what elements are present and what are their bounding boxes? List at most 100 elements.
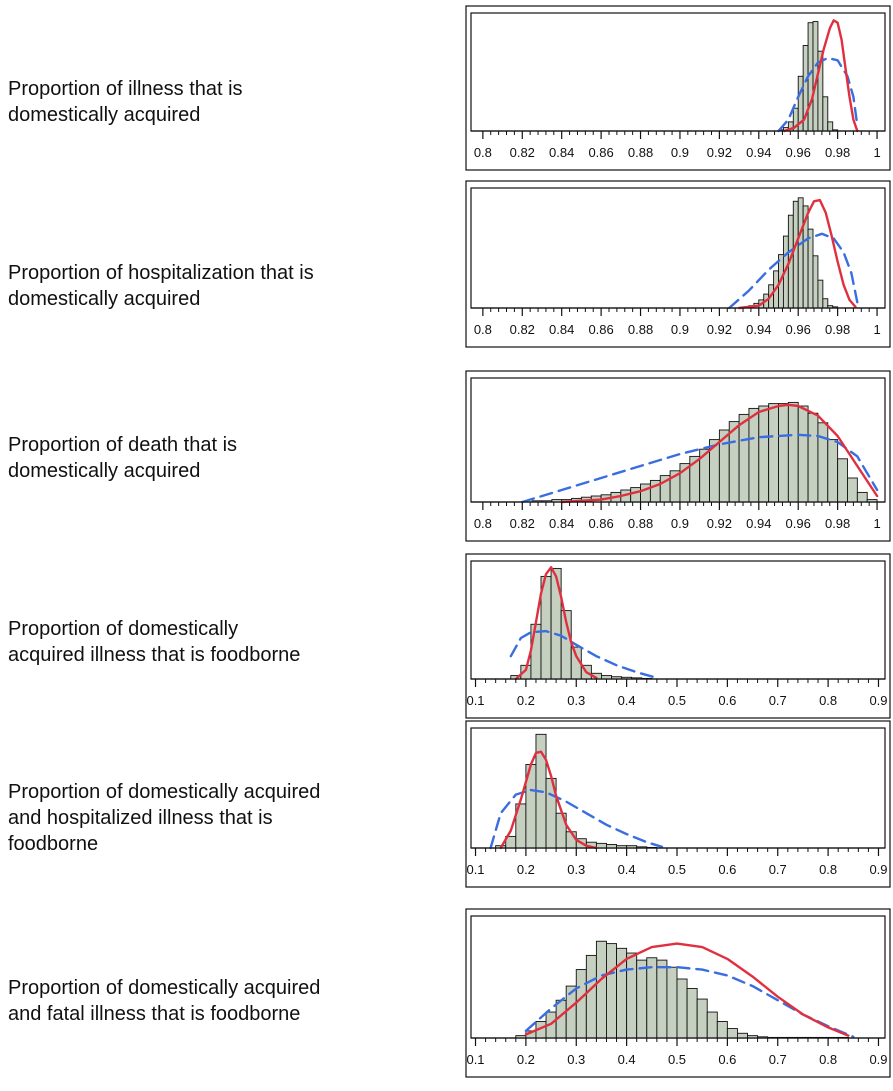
histogram-bar <box>726 1028 738 1039</box>
chart-label-line: domestically acquired <box>8 460 201 482</box>
tick-label: 0.92 <box>707 145 732 160</box>
histogram-bar <box>640 483 651 503</box>
histogram-bar <box>817 422 829 503</box>
histogram-chart-4: 0.1 0.2 0.3 0.4 0.5 0.6 0.7 0.8 0.9 <box>465 553 891 719</box>
tick-label: 0.82 <box>510 516 535 531</box>
tick-label: 0.4 <box>618 862 636 877</box>
tick-label: 0.86 <box>588 516 613 531</box>
tick-label: 0.4 <box>618 1052 636 1067</box>
tick-label: 1 <box>873 322 880 337</box>
tick-label: 0.82 <box>510 145 535 160</box>
tick-label: 0.5 <box>668 1052 686 1067</box>
histogram-bar <box>706 1011 718 1039</box>
tick-label: 0.82 <box>510 322 535 337</box>
tick-label: 0.6 <box>718 693 736 708</box>
tick-label: 0.8 <box>819 693 837 708</box>
histogram-bar <box>630 487 641 503</box>
tick-label: 0.88 <box>628 145 653 160</box>
histogram-bar <box>856 491 868 503</box>
histogram-bar <box>736 1032 748 1039</box>
tick-label: 0.8 <box>819 862 837 877</box>
tick-label: 0.3 <box>567 693 585 708</box>
tick-label: 0.3 <box>567 1052 585 1067</box>
histogram-bar <box>827 121 834 132</box>
histogram-bar <box>595 940 607 1039</box>
chart-row-2: Proportion of hospitalization that is do… <box>0 180 893 360</box>
histogram-bar <box>626 952 638 1039</box>
histogram-bar <box>738 413 750 503</box>
histogram-bar <box>822 96 829 132</box>
chart-label-line: acquired illness that is foodborne <box>8 644 301 666</box>
tick-label: 0.9 <box>671 516 689 531</box>
chart-label-line: Proportion of domestically acquired <box>8 781 321 803</box>
tick-label: 0.2 <box>517 862 535 877</box>
histogram-bar <box>778 403 789 503</box>
tick-label: 0.7 <box>769 862 787 877</box>
tick-label: 0.5 <box>668 693 686 708</box>
dashed-distribution-curve <box>509 629 659 680</box>
histogram-bar <box>807 228 814 309</box>
chart-label-6: Proportion of domestically acquired and … <box>8 975 428 1027</box>
tick-label: 0.96 <box>786 516 811 531</box>
histogram-bar <box>666 966 678 1039</box>
tick-label: 0.9 <box>671 322 689 337</box>
tick-label: 0.6 <box>718 862 736 877</box>
chart-label-2: Proportion of hospitalization that is do… <box>8 260 428 312</box>
histogram-bar <box>797 197 804 309</box>
histogram-bar <box>748 407 760 503</box>
dashed-distribution-curve <box>777 56 859 133</box>
chart-label-line: Proportion of domestically <box>8 618 239 640</box>
tick-label: 0.96 <box>786 145 811 160</box>
chart-label-line: Proportion of illness that is <box>8 78 243 100</box>
tick-label: 1 <box>873 145 880 160</box>
tick-label: 0.84 <box>549 516 574 531</box>
chart-label-line: Proportion of hospitalization that is <box>8 262 314 284</box>
chart-label-line: foodborne <box>8 833 99 855</box>
histogram-bar <box>817 279 824 309</box>
fitted-distribution-curve <box>524 942 850 1037</box>
tick-label: 0.1 <box>466 693 484 708</box>
histogram-bar <box>792 200 799 309</box>
chart-label-4: Proportion of domestically acquired illn… <box>8 616 428 668</box>
tick-label: 0.92 <box>707 322 732 337</box>
tick-label: 0.88 <box>628 516 653 531</box>
histogram-bar <box>847 477 858 503</box>
histogram-bar <box>758 405 770 503</box>
tick-label: 0.9 <box>869 862 887 877</box>
histogram-chart-5: 0.1 0.2 0.3 0.4 0.5 0.6 0.7 0.8 0.9 <box>465 720 891 888</box>
fitted-distribution-curve <box>499 750 598 850</box>
chart-row-4: Proportion of domestically acquired illn… <box>0 540 893 720</box>
chart-label-line: domestically acquired <box>8 104 201 126</box>
histogram-bar <box>696 998 708 1039</box>
tick-label: 0.8 <box>819 1052 837 1067</box>
chart-label-line: Proportion of domestically acquired <box>8 977 321 999</box>
histogram-bar <box>807 412 819 503</box>
chart-label-line: and fatal illness that is foodborne <box>8 1003 301 1025</box>
fitted-distribution-curve <box>560 403 879 504</box>
tick-label: 0.86 <box>588 145 613 160</box>
chart-row-3: Proportion of death that is domestically… <box>0 360 893 540</box>
histogram-bar <box>797 405 809 503</box>
tick-label: 0.1 <box>466 1052 484 1067</box>
tick-label: 0.6 <box>718 1052 736 1067</box>
histogram-bar <box>636 959 648 1039</box>
tick-label: 0.92 <box>707 516 732 531</box>
chart-label-line: and hospitalized illness that is <box>8 807 273 829</box>
chart-label-1: Proportion of illness that is domestical… <box>8 76 428 128</box>
chart-row-6: Proportion of domestically acquired and … <box>0 900 893 1091</box>
tick-label: 0.4 <box>618 693 636 708</box>
histogram-bar <box>837 458 848 503</box>
chart-label-5: Proportion of domestically acquired and … <box>8 779 428 857</box>
histogram-bar <box>827 439 839 503</box>
histogram-chart-3: 0.8 0.82 0.84 0.86 0.88 0.9 0.92 0.94 0.96 0.98 1 <box>465 370 891 542</box>
histogram-bar <box>822 298 829 309</box>
histogram-bar <box>585 954 597 1039</box>
chart-row-5: Proportion of domestically acquired and … <box>0 720 893 900</box>
tick-label: 0.8 <box>474 516 492 531</box>
histogram-bar <box>787 401 799 503</box>
histogram-bar <box>768 403 779 503</box>
histogram-bar <box>550 567 562 680</box>
dashed-distribution-curve <box>524 966 855 1038</box>
chart-row-1: Proportion of illness that is domestical… <box>0 0 893 180</box>
tick-label: 0.3 <box>567 862 585 877</box>
